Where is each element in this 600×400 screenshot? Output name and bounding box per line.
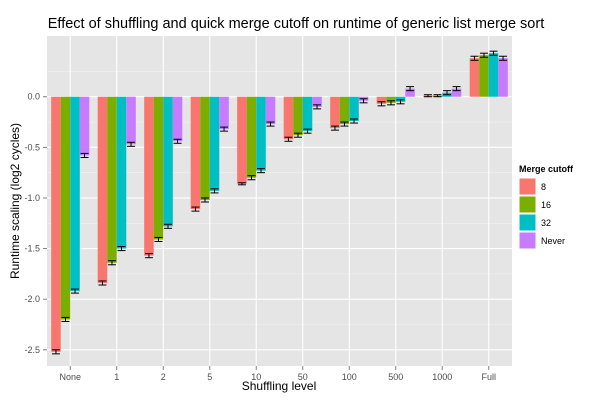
x-tick-label: 5 xyxy=(207,372,212,382)
bar xyxy=(190,96,201,210)
x-tick-label: 500 xyxy=(388,372,403,382)
y-axis-title: Runtime scaling (log2 cycles) xyxy=(8,123,22,279)
legend-swatch xyxy=(518,213,537,232)
bar xyxy=(153,96,164,240)
x-tick-label: 1 xyxy=(114,372,119,382)
bar xyxy=(330,96,340,129)
y-tick-label: -2.0 xyxy=(24,294,40,304)
legend-label: 8 xyxy=(541,182,546,192)
bar xyxy=(97,96,108,283)
bar xyxy=(116,96,127,249)
bar xyxy=(172,96,183,142)
x-tick-label: None xyxy=(59,372,81,382)
bar xyxy=(256,96,266,171)
y-tick-label: -0.5 xyxy=(24,142,40,152)
legend: Merge cutoff 8 16 32 Never xyxy=(518,164,574,250)
bar xyxy=(126,96,136,145)
bar xyxy=(395,96,406,102)
legend-items: 8 16 32 Never xyxy=(518,177,565,250)
bar xyxy=(219,96,229,130)
bar xyxy=(469,58,480,97)
bar xyxy=(283,96,294,140)
bar xyxy=(209,96,220,191)
legend-label: 32 xyxy=(541,218,551,228)
y-tick-label: -1.0 xyxy=(24,193,40,203)
y-tick-label: -2.5 xyxy=(24,345,40,355)
x-tick-label: 10 xyxy=(251,372,261,382)
bar xyxy=(498,58,508,97)
bar xyxy=(405,88,415,97)
bar xyxy=(349,96,359,122)
bar xyxy=(302,96,313,132)
legend-label: Never xyxy=(541,236,565,246)
bar xyxy=(451,88,462,97)
legend-label: 16 xyxy=(541,200,551,210)
bar xyxy=(293,96,303,136)
legend-title: Merge cutoff xyxy=(519,164,574,174)
bar xyxy=(376,96,387,104)
x-axis-title: Shuffling level xyxy=(242,379,317,393)
bar xyxy=(237,96,247,184)
bar xyxy=(144,96,154,256)
legend-swatch xyxy=(518,195,537,214)
bar xyxy=(200,96,210,200)
bar xyxy=(312,96,322,107)
bar xyxy=(339,96,350,125)
x-tick-label: Full xyxy=(481,372,496,382)
bars xyxy=(51,53,508,352)
bar xyxy=(488,53,499,97)
bar xyxy=(70,96,80,292)
x-axis-ticks: None 1 2 5 10 50 100 500 1000 Full xyxy=(59,366,496,382)
bar xyxy=(79,96,90,156)
bar xyxy=(246,96,257,178)
y-tick-label: -1.5 xyxy=(24,244,40,254)
y-tick-label: 0.0 xyxy=(27,92,40,102)
chart-title: Effect of shuffling and quick merge cuto… xyxy=(48,16,544,32)
x-tick-label: 50 xyxy=(298,372,308,382)
bar xyxy=(265,96,276,125)
x-tick-label: 100 xyxy=(342,372,357,382)
y-axis-ticks: 0.0 -0.5 -1.0 -1.5 -2.0 -2.5 xyxy=(24,92,47,355)
bar xyxy=(51,96,61,352)
legend-swatch xyxy=(518,177,537,196)
legend-swatch xyxy=(518,231,537,250)
x-tick-label: 2 xyxy=(161,372,166,382)
bar xyxy=(386,96,396,103)
error-bars xyxy=(51,50,508,355)
bar xyxy=(60,96,71,320)
x-tick-label: 1000 xyxy=(432,372,452,382)
bar xyxy=(163,96,173,227)
bar xyxy=(107,96,117,263)
bar xyxy=(479,55,489,97)
